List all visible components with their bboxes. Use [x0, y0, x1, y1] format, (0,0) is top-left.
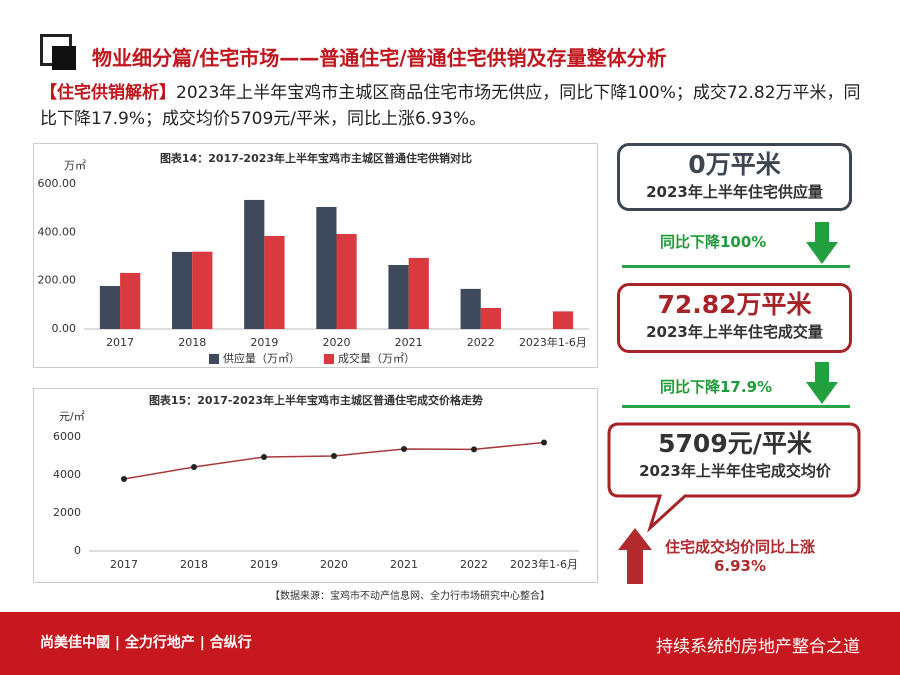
x-tick-label: 2019: [250, 336, 278, 349]
x-tick-label: 2022: [460, 558, 488, 571]
y-tick-label: 2000: [53, 506, 81, 519]
bar: [192, 251, 213, 329]
x-tick-label: 2019: [250, 558, 278, 571]
divider: [622, 265, 850, 268]
legend-label: 成交量（万㎡）: [338, 351, 415, 365]
y-tick-label: 200.00: [38, 274, 77, 287]
change: 同比下降100%: [660, 233, 767, 251]
legend-label: 供应量（万㎡）: [223, 351, 300, 365]
bar: [172, 251, 193, 329]
callout-sales: 72.82万平米 2023年上半年住宅成交量: [617, 283, 852, 353]
callout-label: 2023年上半年住宅成交均价: [639, 462, 831, 480]
marker: [541, 439, 547, 446]
marker: [401, 445, 407, 452]
marker: [121, 475, 127, 482]
x-tick-label: 2020: [320, 558, 348, 571]
callout-value: 72.82万平米: [657, 290, 812, 319]
x-tick-label: 2020: [323, 336, 351, 349]
callout-value: 0万平米: [688, 150, 781, 179]
y-tick-label: 400.00: [38, 225, 77, 238]
price-change: 住宅成交均价同比上涨 6.93%: [655, 538, 825, 576]
footer-slogan: 持续系统的房地产整合之道: [656, 637, 860, 657]
divider: [622, 405, 850, 408]
bar: [316, 206, 337, 329]
analysis: 【住宅供销解析】2023年上半年宝鸡市主城区商品住宅市场无供应，同比下降100%…: [40, 80, 875, 132]
y-axis-label: 元/㎡: [59, 410, 85, 423]
speech-bubble: [607, 422, 861, 532]
source: 【数据来源：宝鸡市不动产信息网、全力行市场研究中心整合】: [270, 591, 550, 602]
marker: [331, 453, 337, 459]
bar: [99, 285, 121, 329]
footer-logos: 尚美佳中國 | 全力行地产 | 合纵行: [40, 635, 252, 651]
legend-swatch: [324, 354, 334, 364]
y-tick-label: 600.00: [38, 177, 77, 190]
chart-title: 图表15：2017-2023年上半年宝鸡市主城区普通住宅成交价格走势: [149, 393, 483, 407]
callout-value: 5709元/平米: [658, 429, 812, 458]
x-tick-label: 2021: [390, 558, 418, 571]
change: 同比下降17.9%: [660, 378, 773, 396]
callout-label: 2023年上半年住宅成交量: [646, 323, 823, 341]
bar-chart: 图表14：2017-2023年上半年宝鸡市主城区普通住宅供销对比 万㎡ 0.00…: [33, 143, 598, 368]
bar: [480, 307, 501, 329]
marker: [261, 453, 267, 460]
bar: [552, 311, 574, 329]
x-tick-label: 2018: [178, 336, 206, 349]
up-arrow: [618, 528, 652, 584]
bar: [388, 264, 409, 329]
x-tick-label: 2021: [395, 336, 423, 349]
marker: [471, 446, 477, 453]
bar: [120, 272, 141, 329]
icon: [52, 46, 76, 70]
y-tick-label: 0.00: [52, 322, 77, 335]
change-text: 住宅成交均价同比上涨: [664, 538, 815, 556]
chart-title: 图表14：2017-2023年上半年宝鸡市主城区普通住宅供销对比: [160, 151, 472, 165]
analysis-text: 2023年上半年宝鸡市主城区商品住宅市场无供应，同比下降100%；成交72.82…: [40, 83, 861, 129]
line: [123, 441, 545, 480]
bar: [336, 234, 357, 329]
y-axis-label: 万㎡: [64, 159, 86, 172]
bar: [408, 257, 429, 329]
callout-label: 2023年上半年住宅供应量: [646, 183, 823, 201]
bar: [244, 199, 265, 329]
x-tick-label: 2017: [106, 336, 134, 349]
marker: [191, 464, 197, 471]
y-tick-label: 6000: [53, 430, 81, 443]
down-arrow: [806, 222, 838, 264]
x-tick-label: 2017: [110, 558, 138, 571]
y-tick-label: 4000: [53, 468, 81, 481]
callout-price: 5709元/平米 2023年上半年住宅成交均价: [610, 428, 860, 481]
x-tick-label: 2023年1-6月: [519, 335, 587, 349]
slide-title: 物业细分篇/住宅市场——普通住宅/普通住宅供销及存量整体分析: [92, 46, 667, 70]
analysis-tag: 【住宅供销解析】: [40, 83, 176, 103]
x-tick-label: 2022: [467, 336, 495, 349]
footer: 尚美佳中國 | 全力行地产 | 合纵行 持续系统的房地产整合之道: [0, 612, 900, 675]
legend-swatch: [209, 354, 219, 364]
x-tick-label: 2018: [180, 558, 208, 571]
down-arrow: [806, 362, 838, 404]
change-value: 6.93%: [713, 557, 767, 575]
bar: [264, 235, 285, 329]
x-tick-label: 2023年1-6月: [510, 557, 578, 571]
y-tick-label: 0: [74, 544, 81, 557]
callout-supply: 0万平米 2023年上半年住宅供应量: [617, 143, 852, 211]
line-chart: 图表15：2017-2023年上半年宝鸡市主城区普通住宅成交价格走势 元/㎡ 0…: [33, 388, 598, 583]
bar: [460, 288, 481, 329]
